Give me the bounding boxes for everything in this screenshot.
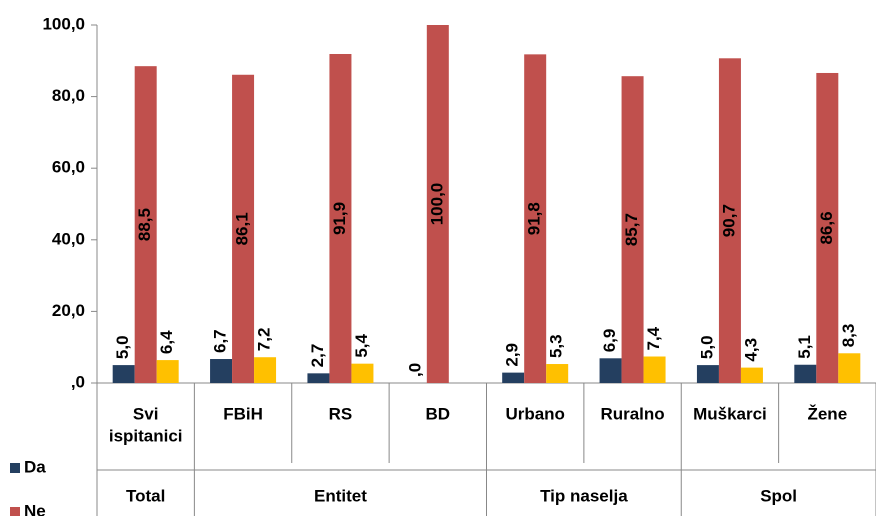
bar bbox=[329, 53, 352, 384]
bar bbox=[599, 358, 622, 383]
data-label: 86,1 bbox=[233, 212, 252, 245]
data-label: 6,4 bbox=[157, 330, 176, 354]
x-tick-label: BD bbox=[426, 404, 451, 423]
bar bbox=[794, 364, 817, 383]
bar bbox=[351, 363, 374, 383]
group-label: Tip naselja bbox=[540, 486, 628, 505]
x-tick-label: ispitanici bbox=[109, 426, 183, 445]
bar bbox=[696, 365, 719, 383]
data-label: 5,4 bbox=[352, 333, 371, 357]
y-tick-label: ,0 bbox=[71, 372, 85, 391]
group-label: Spol bbox=[760, 486, 797, 505]
bar bbox=[134, 66, 157, 384]
bar bbox=[718, 58, 741, 383]
x-tick-label: Svi bbox=[133, 404, 159, 423]
y-tick-label: 40,0 bbox=[52, 229, 85, 248]
data-label: ,0 bbox=[405, 363, 424, 377]
bar bbox=[524, 54, 547, 384]
data-label: 5,0 bbox=[697, 335, 716, 359]
legend-swatch bbox=[10, 507, 20, 516]
data-label: 6,7 bbox=[211, 329, 230, 353]
data-label: 2,7 bbox=[308, 344, 327, 368]
bar bbox=[740, 367, 763, 383]
data-label: 4,3 bbox=[741, 338, 760, 362]
bar bbox=[254, 357, 277, 383]
legend-swatch bbox=[10, 463, 20, 473]
data-label: 5,1 bbox=[795, 335, 814, 359]
x-tick-label: Urbano bbox=[505, 404, 565, 423]
bar bbox=[546, 364, 569, 383]
legend-label: Ne bbox=[24, 501, 46, 516]
y-tick-label: 100,0 bbox=[42, 14, 85, 33]
data-label: 91,8 bbox=[525, 202, 544, 235]
x-tick-label: Ruralno bbox=[600, 404, 664, 423]
data-label: 86,6 bbox=[817, 211, 836, 244]
data-label: 90,7 bbox=[719, 204, 738, 237]
y-tick-label: 80,0 bbox=[52, 86, 85, 105]
data-label: 7,4 bbox=[644, 326, 663, 350]
data-label: 5,0 bbox=[113, 335, 132, 359]
data-label: 88,5 bbox=[135, 208, 154, 241]
data-label: 91,9 bbox=[330, 202, 349, 235]
data-label: 7,2 bbox=[255, 328, 274, 352]
group-label: Entitet bbox=[314, 486, 367, 505]
legend-label: Da bbox=[24, 457, 46, 476]
bar bbox=[112, 365, 135, 383]
bar bbox=[643, 356, 666, 383]
data-label: 100,0 bbox=[427, 183, 446, 226]
bar bbox=[307, 373, 330, 383]
bar bbox=[426, 25, 449, 383]
bar bbox=[156, 360, 179, 383]
data-label: 8,3 bbox=[839, 324, 858, 348]
data-label: 5,3 bbox=[547, 334, 566, 358]
x-tick-label: Žene bbox=[807, 404, 847, 423]
bar bbox=[502, 372, 525, 383]
x-tick-label: RS bbox=[329, 404, 353, 423]
bar bbox=[838, 353, 861, 383]
bar bbox=[232, 74, 255, 384]
data-label: 2,9 bbox=[503, 343, 522, 367]
bar bbox=[621, 76, 644, 383]
y-tick-label: 20,0 bbox=[52, 301, 85, 320]
x-tick-label: Muškarci bbox=[693, 404, 767, 423]
bar bbox=[210, 359, 233, 383]
bar bbox=[816, 72, 839, 384]
x-tick-label: FBiH bbox=[223, 404, 263, 423]
group-label: Total bbox=[126, 486, 165, 505]
y-tick-label: 60,0 bbox=[52, 158, 85, 177]
data-label: 85,7 bbox=[622, 213, 641, 246]
data-label: 6,9 bbox=[600, 329, 619, 353]
